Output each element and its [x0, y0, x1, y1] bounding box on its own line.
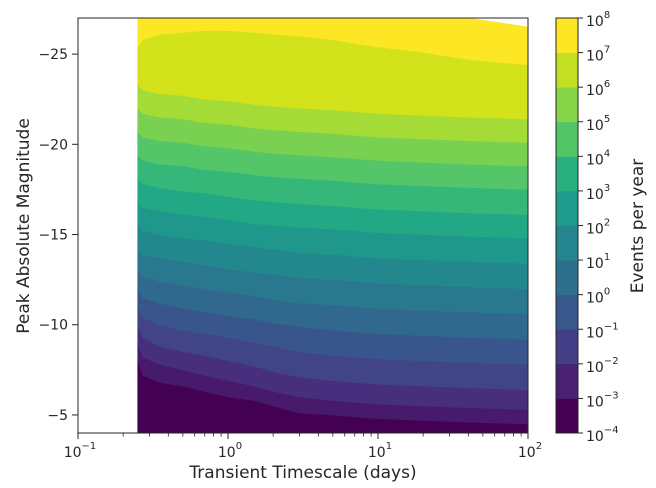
colorbar-swatch	[556, 190, 578, 226]
y-axis-label: Peak Absolute Magnitude	[14, 118, 34, 334]
y-tick-label: −15	[38, 228, 68, 244]
colorbar-tick-label: 10−4	[586, 425, 619, 445]
colorbar-swatch	[556, 329, 578, 365]
colorbar-tick-label: 101	[586, 252, 610, 272]
colorbar-label: Events per year	[628, 159, 648, 294]
colorbar-swatch	[556, 121, 578, 157]
colorbar-tick-label: 105	[586, 114, 610, 134]
colorbar	[556, 18, 578, 434]
colorbar-tick-label: 10−2	[586, 356, 619, 376]
colorbar-swatch	[556, 363, 578, 399]
plot-frame	[77, 17, 529, 434]
colorbar-tick-label: 103	[586, 183, 610, 203]
colorbar-swatch	[556, 260, 578, 296]
colorbar-tick-label: 106	[586, 79, 610, 99]
colorbar-tick-label: 102	[586, 218, 610, 238]
x-tick-label: 101	[368, 441, 392, 461]
x-axis-ticks: 10−1 100 101 102	[64, 433, 542, 461]
x-tick-label: 100	[218, 441, 242, 461]
colorbar-swatch	[556, 87, 578, 123]
y-tick-label: −10	[38, 318, 68, 334]
colorbar-swatch	[556, 52, 578, 88]
colorbar-swatch	[556, 398, 578, 434]
colorbar-ticks: 10−4 10−3 10−2 10−1 100 101 102 103 104 105 106 107…	[578, 10, 619, 445]
colorbar-swatch	[556, 294, 578, 330]
colorbar-swatch	[556, 156, 578, 192]
colorbar-tick-label: 104	[586, 148, 610, 168]
y-tick-label: −25	[38, 47, 68, 63]
colorbar-tick-label: 108	[586, 10, 610, 30]
contour-band	[137, 18, 528, 66]
y-axis-ticks: −5 −10 −15 −20 −25	[38, 47, 78, 424]
colorbar-swatch	[556, 18, 578, 53]
x-tick-label: 10−1	[64, 441, 97, 461]
colorbar-tick-label: 10−3	[586, 390, 619, 410]
contour-bands	[137, 18, 528, 433]
colorbar-swatch	[556, 225, 578, 261]
colorbar-tick-label: 10−1	[586, 321, 619, 341]
colorbar-tick-label: 100	[586, 287, 610, 307]
x-tick-label: 102	[518, 441, 542, 461]
y-tick-label: −20	[38, 137, 68, 153]
x-axis-label: Transient Timescale (days)	[188, 463, 416, 483]
y-tick-label: −5	[47, 408, 68, 424]
colorbar-tick-label: 107	[586, 45, 610, 65]
